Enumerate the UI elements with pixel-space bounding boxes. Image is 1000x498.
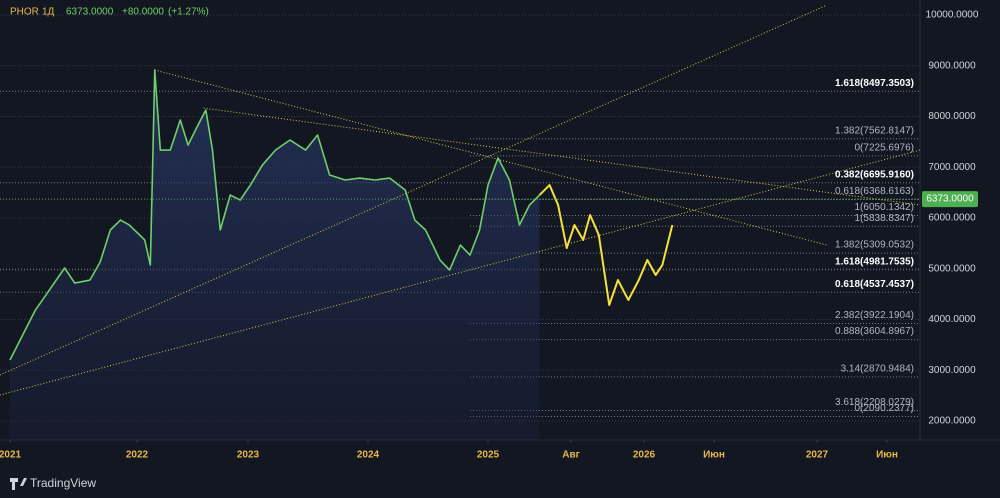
- plot-area: [0, 4, 920, 440]
- y-tick-label: 8000.0000: [928, 111, 976, 122]
- level-label: 0.618(6368.6163): [835, 186, 914, 197]
- level-label: 0(2090.2377): [855, 403, 915, 414]
- level-label: 1(5838.8347): [855, 213, 915, 224]
- last-price-badge: [922, 191, 978, 208]
- brand-logo[interactable]: TradingView: [10, 476, 96, 490]
- level-label: 1.618(4981.7535): [835, 256, 914, 267]
- y-tick-label: 10000.0000: [926, 10, 979, 21]
- logo-mark[interactable]: [10, 478, 27, 490]
- symbol: PHOR: [10, 7, 39, 18]
- x-tick-label: 2021: [0, 450, 22, 461]
- level-label: 1.382(5309.0532): [835, 240, 914, 251]
- y-tick-label: 9000.0000: [928, 60, 976, 71]
- y-tick-label: 5000.0000: [928, 263, 976, 274]
- level-label: 0.618(4537.4537): [835, 279, 914, 290]
- price-line: [9, 69, 541, 361]
- last-value: 6373.0000: [66, 7, 114, 18]
- y-tick-label: 7000.0000: [928, 162, 976, 173]
- x-tick-label: Авг: [562, 450, 580, 461]
- y-tick-label: 6000.0000: [928, 213, 976, 224]
- level-label: 0(7225.6976): [855, 142, 915, 153]
- change-pct: (+1.27%): [168, 7, 209, 18]
- change: +80.0000: [122, 7, 164, 18]
- area-fill: [10, 70, 540, 440]
- level-label: 1.382(7562.8147): [835, 125, 914, 136]
- level-label: 1(6050.1342): [855, 202, 915, 213]
- level-label: 2.382(3922.1904): [835, 310, 914, 321]
- brand[interactable]: TradingView: [30, 476, 96, 490]
- x-tick-label: 2027: [806, 450, 829, 461]
- y-tick-label: 3000.0000: [928, 365, 976, 376]
- level-label: 0.382(6695.9160): [835, 169, 914, 180]
- interval: 1Д: [42, 7, 55, 18]
- last-price-label: 6373.0000: [926, 194, 974, 205]
- trendline: [203, 107, 920, 206]
- x-tick-label: 2025: [477, 450, 500, 461]
- x-tick-label: Июн: [876, 450, 898, 461]
- x-tick-label: Июн: [703, 450, 725, 461]
- y-tick-label: 4000.0000: [928, 314, 976, 325]
- footer: [0, 470, 1000, 498]
- y-tick-label: 2000.0000: [928, 416, 976, 427]
- x-tick-label: 2023: [237, 450, 260, 461]
- level-label: 1.618(8497.3503): [835, 78, 914, 89]
- price-line: [538, 184, 674, 307]
- level-label: 0.888(3604.8967): [835, 326, 914, 337]
- x-tick-label: 2024: [357, 450, 380, 461]
- level-label: 3.618(2208.0279): [835, 397, 914, 408]
- trendline: [0, 4, 828, 376]
- x-tick-label: 2022: [126, 450, 149, 461]
- level-label: 3.14(2870.9484): [841, 363, 914, 374]
- x-tick-label: 2026: [633, 450, 656, 461]
